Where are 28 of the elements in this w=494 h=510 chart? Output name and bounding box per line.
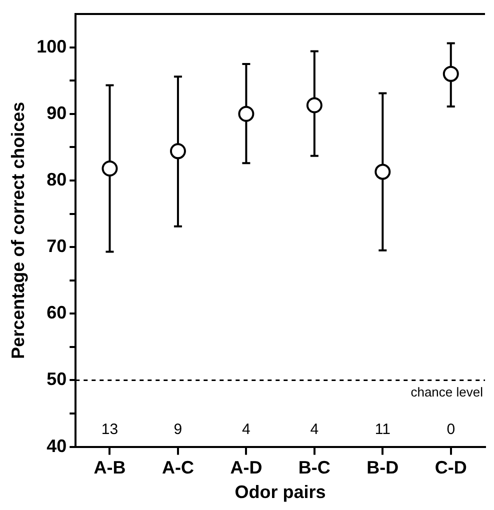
ref-line-label: chance level bbox=[410, 384, 484, 400]
x-tick-label: A-D bbox=[230, 458, 262, 478]
y-tick-label: 100 bbox=[36, 36, 67, 56]
annotation: 4 bbox=[310, 420, 319, 438]
point bbox=[442, 66, 459, 82]
point bbox=[238, 106, 254, 122]
annotation: 4 bbox=[242, 420, 250, 438]
y-tick-label: 70 bbox=[46, 236, 67, 256]
point bbox=[306, 97, 322, 114]
point bbox=[102, 160, 118, 176]
y-tick-label: 50 bbox=[46, 369, 67, 390]
x-axis-title: Odor pairs bbox=[234, 482, 326, 502]
point bbox=[374, 164, 391, 180]
annotation: 0 bbox=[446, 420, 456, 438]
annotation: 13 bbox=[101, 420, 118, 438]
y-tick-label: 80 bbox=[46, 169, 67, 190]
y-tick-label: 90 bbox=[46, 102, 67, 123]
x-tick-label: B-D bbox=[366, 458, 399, 478]
x-tick-label: A-C bbox=[162, 458, 194, 478]
x-tick-label: A-B bbox=[94, 458, 126, 478]
x-tick-label: B-C bbox=[298, 458, 330, 478]
annotation: 11 bbox=[374, 420, 390, 438]
y-tick-label: 60 bbox=[46, 302, 67, 323]
y-tick-label: 40 bbox=[46, 436, 67, 456]
y-axis-title: Percentage of correct choices bbox=[8, 102, 28, 359]
point bbox=[170, 143, 186, 160]
x-tick-label: C-D bbox=[434, 458, 467, 478]
annotation: 9 bbox=[174, 420, 182, 438]
